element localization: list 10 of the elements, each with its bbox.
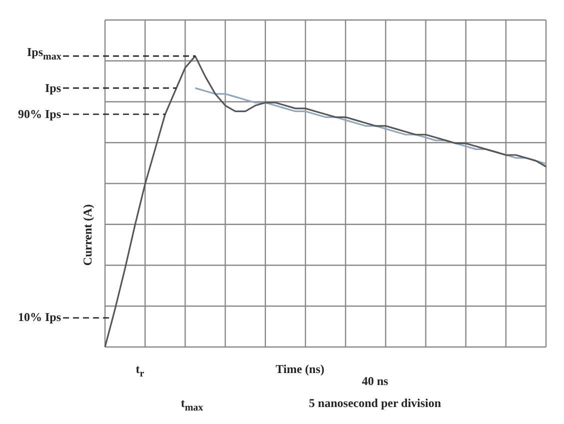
ref-line-label: 10% Ips [18, 310, 62, 326]
text: t$_{r}$ [136, 362, 144, 380]
y-axis-title: Current (A) [80, 204, 96, 266]
text: 5 nanosecond per division [308, 396, 442, 411]
ref-line-label: Ips [45, 80, 62, 96]
ref-line-label: 90% Ips [18, 106, 62, 122]
ref-line-label: Ips$_{max}$ [27, 44, 62, 62]
text: t$_{max}$ [180, 396, 204, 414]
text: Time (ns) [276, 362, 324, 377]
text: 40 ns [362, 374, 388, 389]
